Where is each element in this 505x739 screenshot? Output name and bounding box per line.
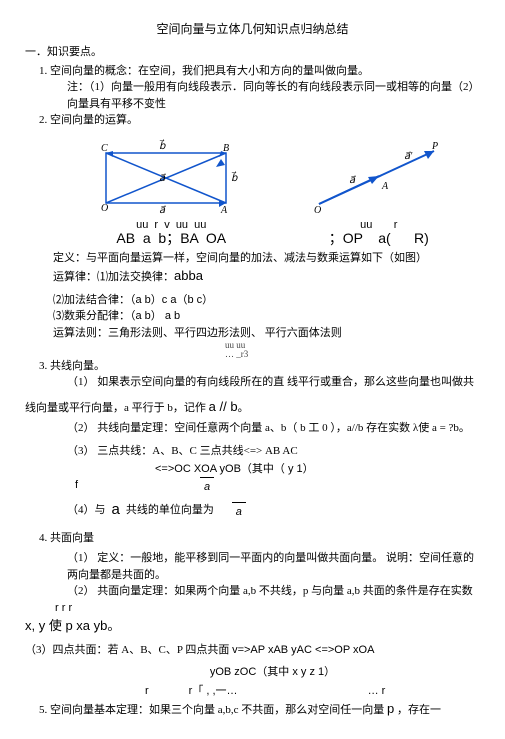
i3-4-suf: 共线的单位向量为 (126, 502, 214, 519)
fig1-label-bot: AB a b；BA OA (91, 231, 251, 246)
svg-text:A: A (220, 205, 228, 216)
i5-pre: 5. 空间向量基本定理：如果三个向量 a,b,c 不共面，那么对空间任一向量 (39, 704, 384, 716)
item-3-3-frac: f a (75, 476, 480, 496)
i3-4-mid: a (112, 499, 120, 522)
svg-text:a⃗': a⃗' (404, 151, 413, 162)
fig1-label-top: uu r v uu uu (91, 219, 251, 231)
item-4-3: （3）四点共面：若 A、B、C、P 四点共面 v=>AP xAB yAC <=>… (25, 642, 480, 659)
frac-a-icon: a (232, 501, 246, 521)
def-5: 运算法则：三角形法则、平行四边形法则、 平行六面体法则 (53, 325, 480, 342)
def-1: 定义：与平面向量运算一样，空间向量的加法、减法与数乘运算如下（如图） (53, 250, 480, 267)
item-4-2: （2） 共面向量定理：如果两个向量 a,b 不共线，p 与向量 a,b 共面的条… (67, 583, 480, 600)
i3-1b-suf: 。 (238, 402, 249, 414)
def3-pre: ⑵加法结合律： (53, 294, 130, 306)
svg-text:C: C (101, 143, 108, 154)
r-decor: r「 , ,一… (189, 683, 238, 700)
i4-3-pre: （3）四点共面：若 A、B、C、P 四点共面 (25, 644, 229, 656)
item-3-4: （4）与 a 共线的单位向量为 a (67, 499, 480, 522)
item-4-f: x, y 使 p xa yb。 (25, 616, 480, 636)
def-2: 运算律：⑴加法交换律：abba (53, 266, 480, 286)
item-3-1b: 线向量或平行向量，a 平行于 b，记作 a // b。 (25, 397, 480, 417)
section-heading: 一．知识要点。 (25, 44, 480, 61)
i3-4-pre: （4）与 (67, 502, 106, 519)
i3-3-formula: <=>OC XOA yOB（其中（ y 1） (155, 461, 314, 478)
def4-formula: （a b） a b (130, 310, 180, 322)
svg-text:O: O (314, 205, 321, 216)
fig2-label-bot: ；OP a( R) (304, 231, 454, 246)
svg-text:b⃗: b⃗ (231, 171, 238, 184)
vector-diagram-1: O A C B b⃗ a⃗ a⃗ b⃗ (91, 139, 251, 219)
svg-text:a⃗: a⃗ (159, 205, 166, 216)
svg-text:A: A (381, 181, 389, 192)
i3-1b-formula: a // b (209, 399, 238, 414)
figure-1: O A C B b⃗ a⃗ a⃗ b⃗ uu r v uu uu AB a b；… (91, 139, 251, 246)
svg-text:B: B (223, 143, 229, 154)
decor-text: uu uu… _r3 (225, 341, 480, 357)
i4-3-f1: v=>AP xAB yAC <=>OP xOA (232, 644, 374, 656)
item-4: 4. 共面向量 (39, 530, 480, 547)
def3-formula: （a b）c a（b c） (130, 294, 213, 306)
def-3: ⑵加法结合律：（a b）c a（b c） (53, 292, 480, 309)
page-title: 空间向量与立体几何知识点归纳总结 (25, 20, 480, 38)
def2-formula: abba (174, 268, 203, 283)
item-4-r2: r r「 , ,一… … r (25, 683, 480, 700)
def-4: ⑶数乘分配律：（a b） a b (53, 308, 480, 325)
item-1: 1. 空间向量的概念：在空间，我们把具有大小和方向的量叫做向量。 (39, 63, 480, 80)
item-3-3: （3） 三点共线：A、B、C 三点共线<=> AB AC (67, 443, 480, 460)
def4-pre: ⑶数乘分配律： (53, 310, 130, 322)
item-3-1: （1） 如果表示空间向量的有向线段所在的直 线平行或重合，那么这些向量也叫做共 (67, 374, 480, 391)
r2b: … r (368, 683, 386, 700)
item-4-r: r r r (55, 600, 480, 617)
svg-text:O: O (101, 203, 108, 214)
svg-text:a⃗: a⃗ (349, 175, 356, 186)
i3-1b-pre: 线向量或平行向量，a 平行于 b，记作 (25, 402, 206, 414)
item-4-1: （1） 定义：一般地，能平移到同一平面内的向量叫做共面向量。 说明：空间任意的两… (67, 550, 480, 583)
svg-text:P: P (431, 141, 438, 152)
item-3-2: （2） 共线向量定理：空间任意两个向量 a、b（ b 工 0 ），a//b 存在… (67, 420, 480, 437)
frac-icon: a (200, 476, 214, 496)
def2-pre: 运算律：⑴加法交换律： (53, 271, 174, 283)
item-1-note: 注：（1）向量一般用有向线段表示．同向等长的有向线段表示同一或相等的向量（2）向… (67, 79, 480, 112)
item-5: 5. 空间向量基本定理：如果三个向量 a,b,c 不共面，那么对空间任一向量 p… (39, 699, 480, 719)
item-2: 2. 空间向量的运算。 (39, 112, 480, 129)
item-3: 3. 共线向量。 (39, 358, 480, 375)
r2a: r (145, 683, 149, 700)
figure-2: O A P a⃗ a⃗' uu r ；OP a( R) (304, 139, 454, 246)
svg-text:b⃗: b⃗ (159, 139, 166, 152)
fig2-label-top: uu r (304, 219, 454, 231)
figure-row: O A C B b⃗ a⃗ a⃗ b⃗ uu r v uu uu AB a b；… (65, 139, 480, 246)
vector-diagram-2: O A P a⃗ a⃗' (304, 139, 454, 219)
i4-3-f2: yOB zOC（其中 x y z 1） (65, 664, 480, 681)
i5-suf: ，存在一 (397, 704, 441, 716)
